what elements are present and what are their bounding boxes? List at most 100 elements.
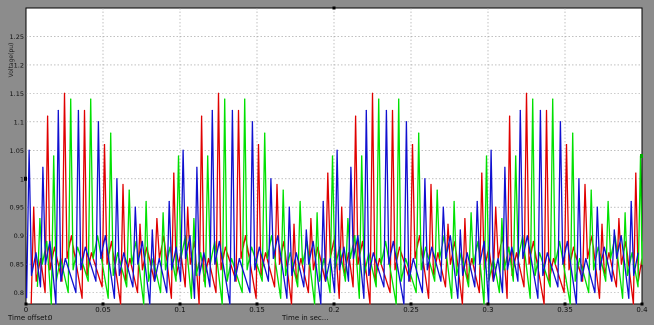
series-peak-point [211,109,213,112]
series-peak-point [151,229,153,231]
right-marker [640,154,643,158]
series-peak-point [490,149,492,151]
series-peak-point [39,218,41,220]
axes: 0 0.05 0.1 0.15 0.2 0.25 0.3 0.35 0.4 0.8 0.85 0.9 0… [10,6,648,314]
series-peak-point [310,218,312,220]
series-peak-point [156,218,158,220]
series-peak-point [378,98,380,100]
series-peak-point [618,218,620,220]
series-peak-point [33,206,35,208]
series-peak-point [251,121,253,123]
series-peak-point [322,200,324,203]
series-peak-point [336,149,338,151]
series-peak-point [128,189,130,191]
series-peak-point [264,132,266,134]
series-peak-point [182,149,184,151]
series-peak-point [63,92,66,94]
series-peak-point [559,121,562,123]
x-tick-label: 0.4 [636,306,648,314]
series-peak-point [305,229,307,231]
series-peak-point [470,212,472,214]
series-peak-point [270,178,272,180]
series-peak-point [57,109,59,112]
series-peak-point [519,109,521,112]
series-peak-point [447,223,449,225]
series-peak-point [217,92,220,94]
series-peak-point [515,155,517,157]
y-tick-label: 0.85 [10,261,24,269]
series-peak-point [635,172,637,174]
series-peak-point [47,115,49,117]
y-tick-label: 1.25 [10,33,24,41]
top-marker [332,6,336,10]
y-axis-label: Voltage(pu) [8,43,15,78]
series-peak-point [624,212,626,214]
series-peak-point [398,98,400,100]
left-marker [24,176,27,181]
series-peak-point [177,155,180,157]
x-tick-mark [178,302,182,306]
series-peak-point [231,109,233,112]
series-peak-point [371,92,374,94]
series-peak-point [607,200,609,203]
x-axis-label: Time in sec... [282,314,329,322]
series-peak-point [122,183,124,186]
series-peak-point [405,121,407,123]
series-peak-point [630,200,632,203]
y-tick-label: 1.2 [14,61,24,69]
series-peak-point [572,132,574,134]
series-peak-point [545,109,548,112]
series-peak-point [347,218,349,220]
y-tick-label: 1.1 [14,118,24,126]
x-tick-label: 0.2 [328,306,339,314]
series-peak-point [464,218,466,220]
x-tick-mark [255,302,259,306]
series-peak-point [504,166,506,168]
series-peak-point [476,200,478,203]
series-peak-point [162,212,164,214]
series-peak-point [327,172,329,174]
series-peak-point [459,229,461,231]
series-peak-point [601,223,603,225]
series-peak-point [168,200,170,203]
series-peak-point [341,206,343,208]
series-peak-point [276,183,278,186]
series-peak-point [90,98,92,100]
x-tick-mark [486,302,490,306]
series-peak-point [565,144,568,146]
series-line-2 [36,98,643,305]
x-tick-label: 0.15 [249,306,265,314]
x-tick-mark [563,302,567,306]
series-peak-point [578,178,580,180]
x-tick-mark [101,302,105,306]
x-tick-label: 0.3 [482,306,493,314]
series-peak-point [224,98,226,100]
series-peak-point [584,183,586,186]
y-tick-label: 1.15 [10,90,24,98]
x-tick-label: 0 [24,306,28,314]
series-peak-point [134,206,136,208]
series-peak-point [53,155,55,157]
x-tick-mark [640,302,644,306]
series-peak-point [77,109,79,112]
series-peak-point [613,229,615,231]
series-peak-point [385,109,387,112]
series-peak-point [207,155,209,157]
series-peak-point [139,223,141,225]
series-peak-point [173,172,175,174]
time-offset-value: 0 [48,314,53,322]
series-peak-point [453,200,455,203]
series-peak-point [590,189,592,191]
series-peak-point [237,109,240,112]
y-tick-label: 0.9 [14,232,24,240]
x-tick-label: 0.1 [174,306,185,314]
x-tick-label: 0.25 [403,306,419,314]
series-peak-point [411,144,414,146]
series-peak-point [83,109,86,112]
series-peak-point [116,178,118,180]
series-peak-point [552,98,554,100]
series-peak-point [331,155,334,157]
series-peak-point [257,144,260,146]
series-peak-point [145,200,147,203]
